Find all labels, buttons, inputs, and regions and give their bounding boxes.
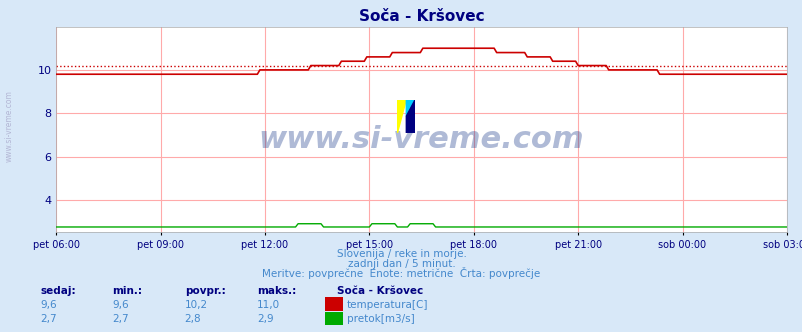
Text: pretok[m3/s]: pretok[m3/s] xyxy=(346,314,414,324)
Text: 2,7: 2,7 xyxy=(40,314,57,324)
Text: 2,8: 2,8 xyxy=(184,314,201,324)
Text: 9,6: 9,6 xyxy=(112,300,129,310)
Text: temperatura[C]: temperatura[C] xyxy=(346,300,427,310)
Text: min.:: min.: xyxy=(112,287,142,296)
Text: Soča - Kršovec: Soča - Kršovec xyxy=(337,287,423,296)
Polygon shape xyxy=(397,100,406,133)
Text: zadnji dan / 5 minut.: zadnji dan / 5 minut. xyxy=(347,259,455,269)
Text: maks.:: maks.: xyxy=(257,287,296,296)
Text: www.si-vreme.com: www.si-vreme.com xyxy=(5,90,14,162)
Text: 2,9: 2,9 xyxy=(257,314,273,324)
Text: 10,2: 10,2 xyxy=(184,300,208,310)
Polygon shape xyxy=(406,100,415,116)
Bar xyxy=(325,297,342,311)
Title: Soča - Kršovec: Soča - Kršovec xyxy=(358,9,484,24)
Text: Meritve: povprečne  Enote: metrične  Črta: povprečje: Meritve: povprečne Enote: metrične Črta:… xyxy=(262,267,540,279)
Text: Slovenija / reke in morje.: Slovenija / reke in morje. xyxy=(336,249,466,259)
Text: 9,6: 9,6 xyxy=(40,300,57,310)
Text: povpr.:: povpr.: xyxy=(184,287,225,296)
Text: 2,7: 2,7 xyxy=(112,314,129,324)
Text: 11,0: 11,0 xyxy=(257,300,280,310)
Text: www.si-vreme.com: www.si-vreme.com xyxy=(258,125,584,154)
Bar xyxy=(325,312,342,325)
Text: sedaj:: sedaj: xyxy=(40,287,75,296)
Polygon shape xyxy=(406,100,415,133)
